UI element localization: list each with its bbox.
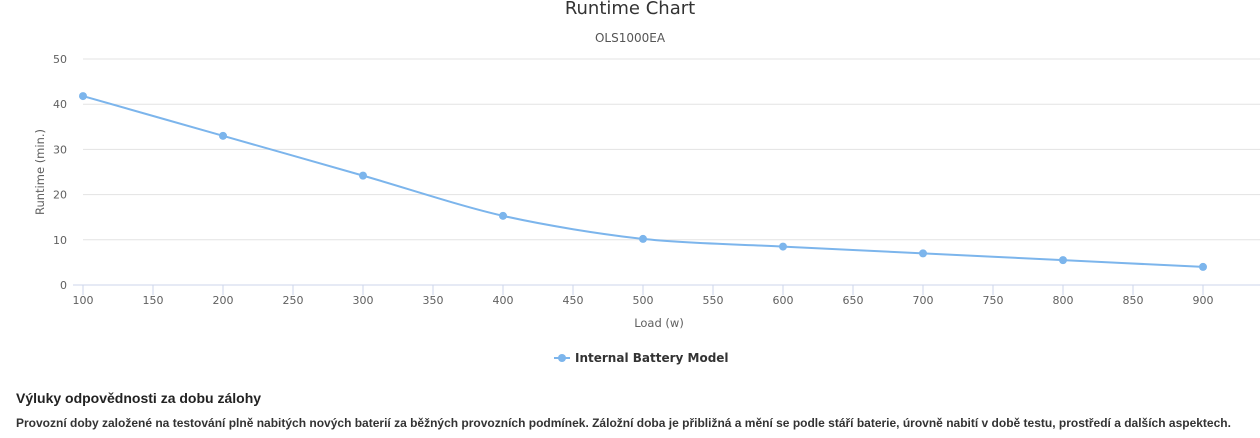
data-point [219, 131, 227, 140]
y-axis-ticks: 0 10 20 30 40 50 [53, 53, 67, 292]
runtime-disclaimer: Výluky odpovědnosti za dobu zálohy Provo… [16, 389, 1246, 431]
x-tick-label: 250 [283, 294, 304, 307]
data-point [919, 249, 927, 258]
x-tick-label: 450 [563, 294, 584, 307]
disclaimer-heading: Výluky odpovědnosti za dobu zálohy [16, 390, 262, 406]
y-tick-label: 40 [53, 98, 67, 111]
data-point [779, 242, 787, 251]
data-point [79, 92, 87, 101]
legend[interactable]: Internal Battery Model [554, 351, 729, 365]
series-group [79, 92, 1207, 271]
x-tick-label: 750 [983, 294, 1004, 307]
y-tick-label: 30 [53, 143, 67, 156]
x-tick-label: 150 [143, 294, 164, 307]
x-tick-label: 800 [1053, 294, 1074, 307]
x-tick-label: 650 [843, 294, 864, 307]
y-tick-label: 0 [60, 279, 67, 292]
x-tick-label: 900 [1193, 294, 1214, 307]
data-point [1059, 256, 1067, 265]
x-tick-label: 500 [633, 294, 654, 307]
y-tick-label: 10 [53, 234, 67, 247]
y-axis-title: Runtime (min.) [33, 129, 47, 215]
data-point [359, 171, 367, 180]
x-axis-title: Load (w) [634, 316, 684, 330]
x-tick-label: 300 [353, 294, 374, 307]
data-point [1199, 262, 1207, 271]
x-tick-label: 350 [423, 294, 444, 307]
legend-series-label: Internal Battery Model [575, 351, 729, 365]
y-tick-label: 50 [53, 53, 67, 66]
chart-title: Runtime Chart [565, 0, 695, 19]
x-tick-label: 200 [213, 294, 234, 307]
y-tick-label: 20 [53, 189, 67, 202]
x-axis: 100 150 200 250 300 350 400 450 500 550 600 650 700 7… [73, 284, 1260, 307]
data-point [639, 234, 647, 243]
series-line [82, 95, 1204, 268]
x-tick-label: 850 [1123, 294, 1144, 307]
data-point [499, 211, 507, 220]
x-tick-label: 400 [493, 294, 514, 307]
x-tick-label: 700 [913, 294, 934, 307]
legend-series-marker [558, 354, 566, 362]
x-tick-label: 550 [703, 294, 724, 307]
x-tick-label: 600 [773, 294, 794, 307]
grid-lines [83, 58, 1260, 241]
x-tick-label: 100 [73, 294, 94, 307]
chart-subtitle: OLS1000EA [595, 31, 666, 45]
disclaimer-text: Provozní doby založené na testování plně… [16, 416, 1231, 430]
